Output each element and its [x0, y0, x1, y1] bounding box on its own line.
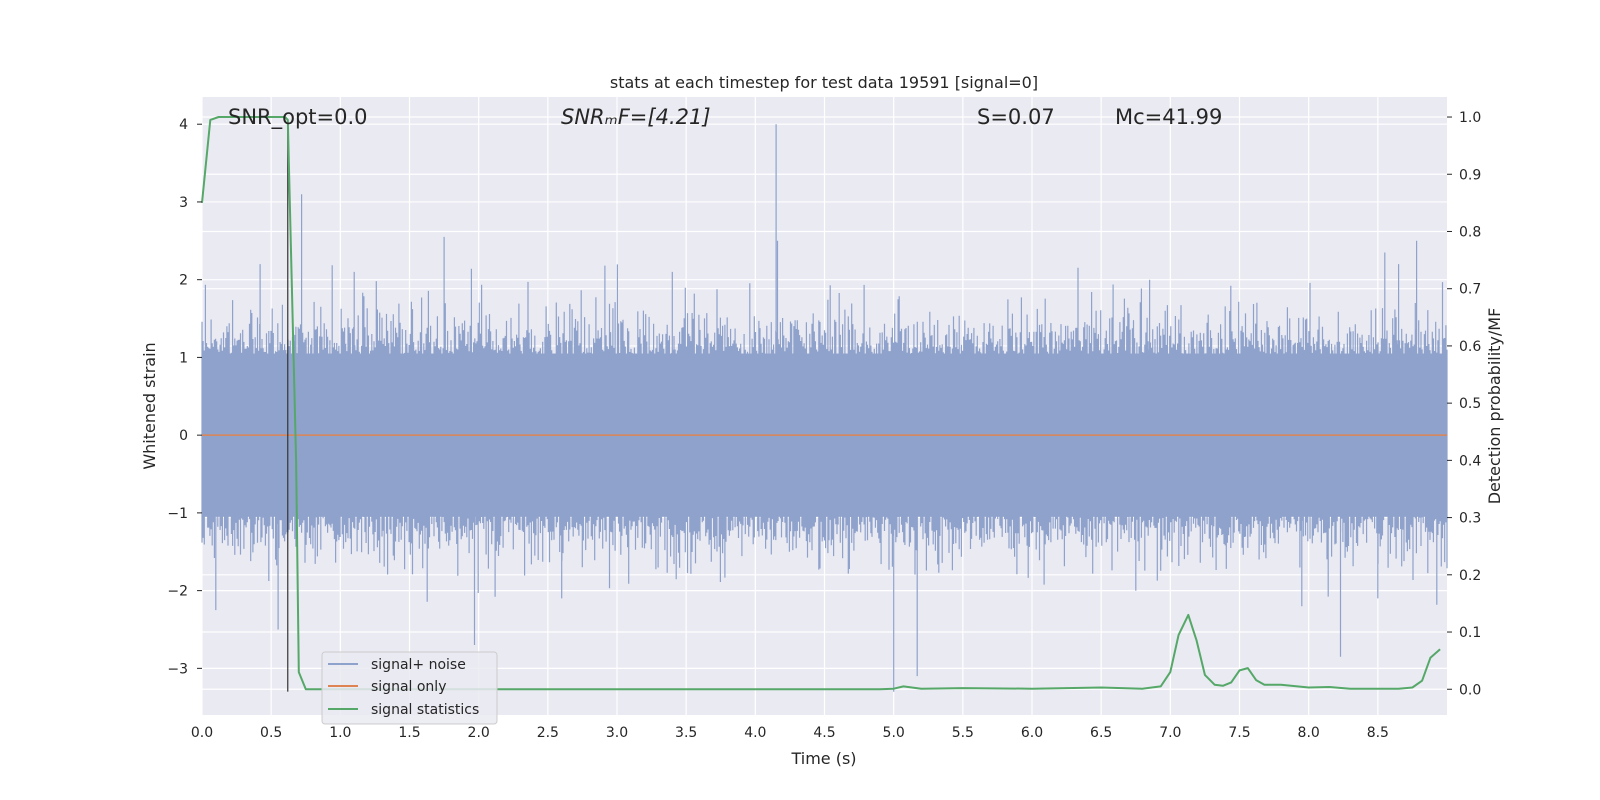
y-axis-left: −3 −2 −1 0 1 2 3 4 [167, 117, 202, 677]
legend-label-signal-only: signal only [371, 679, 446, 695]
x-tick-label-10: 5.0 [883, 725, 905, 741]
annotation-snr-mf: SNRₘF=[4.21] [561, 105, 711, 129]
x-tick-label-11: 5.5 [952, 725, 974, 741]
chart-title: stats at each timestep for test data 195… [610, 73, 1038, 92]
yr-tick-label-2: 0.2 [1459, 568, 1481, 584]
y-axis-right: 0.0 0.1 0.2 0.3 0.4 0.5 0.6 0.7 0.8 0.9 1.0 [1447, 110, 1481, 698]
series-signal-statistics [201, 116, 1441, 691]
annotation-s: S=0.07 [977, 105, 1055, 129]
legend: signal+ noise signal only signal statist… [321, 651, 498, 725]
x-tick-label-3: 1.5 [398, 725, 420, 741]
annotation-mc: Mc=41.99 [1115, 105, 1222, 129]
yr-tick-label-8: 0.8 [1459, 224, 1481, 240]
x-tick-label-4: 2.0 [468, 725, 490, 741]
yl-tick-label-0: −3 [167, 661, 188, 677]
yr-tick-label-9: 0.9 [1459, 167, 1481, 183]
yl-tick-label-4: 1 [179, 350, 188, 366]
legend-label-signal-statistics: signal statistics [371, 702, 479, 718]
y-axis-right-label: Detection probability/MF [1485, 308, 1504, 505]
yl-tick-label-2: −1 [167, 506, 188, 522]
yr-tick-label-3: 0.3 [1459, 511, 1481, 527]
x-tick-label-12: 6.0 [1021, 725, 1043, 741]
yl-tick-label-6: 3 [179, 195, 188, 211]
y-axis-left-label: Whitened strain [140, 342, 159, 469]
annotation-snr-opt: SNR_opt=0.0 [228, 105, 368, 130]
x-tick-label-2: 1.0 [329, 725, 351, 741]
x-tick-label-1: 0.5 [260, 725, 282, 741]
yr-tick-label-6: 0.6 [1459, 339, 1481, 355]
legend-label-signal-noise: signal+ noise [371, 657, 466, 673]
x-tick-label-15: 7.5 [1228, 725, 1250, 741]
x-axis-label: Time (s) [790, 749, 856, 768]
yr-tick-label-1: 0.1 [1459, 625, 1481, 641]
yl-tick-label-7: 4 [179, 117, 188, 133]
x-tick-label-17: 8.5 [1367, 725, 1389, 741]
x-axis: 0.0 0.5 1.0 1.5 2.0 2.5 3.0 3.5 4.0 4.5 5.0 5.5 6.0 6… [191, 725, 1389, 741]
yr-tick-label-4: 0.4 [1459, 453, 1481, 469]
x-tick-label-0: 0.0 [191, 725, 213, 741]
yl-tick-label-3: 0 [179, 428, 188, 444]
yl-tick-label-5: 2 [179, 273, 188, 289]
yr-tick-label-0: 0.0 [1459, 682, 1481, 698]
line-series [201, 116, 1447, 692]
x-tick-label-7: 3.5 [675, 725, 697, 741]
x-tick-label-13: 6.5 [1090, 725, 1112, 741]
yr-tick-label-5: 0.5 [1459, 396, 1481, 412]
x-tick-label-14: 7.0 [1159, 725, 1181, 741]
legend-box [321, 651, 498, 725]
x-tick-label-6: 3.0 [606, 725, 628, 741]
x-tick-label-5: 2.5 [537, 725, 559, 741]
yr-tick-label-10: 1.0 [1459, 110, 1481, 126]
x-tick-label-9: 4.5 [813, 725, 835, 741]
yr-tick-label-7: 0.7 [1459, 282, 1481, 298]
x-tick-label-16: 8.0 [1298, 725, 1320, 741]
x-tick-label-8: 4.0 [744, 725, 766, 741]
yl-tick-label-1: −2 [167, 584, 188, 600]
